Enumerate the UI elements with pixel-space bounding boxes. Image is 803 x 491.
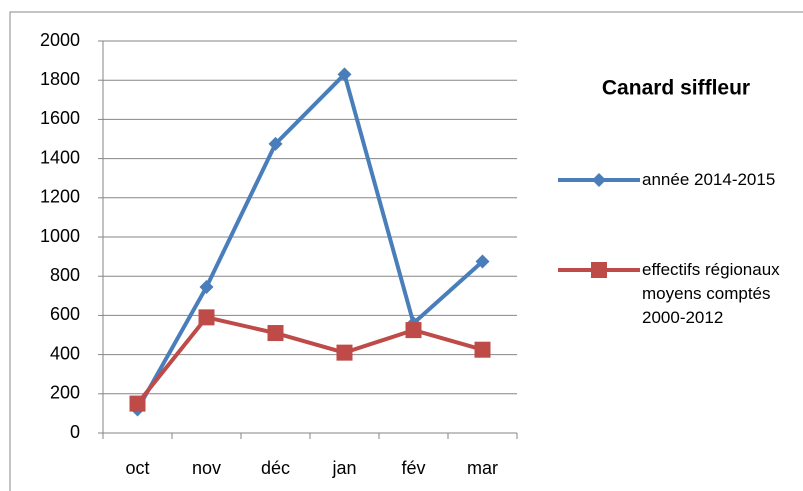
legend-label: effectifs régionaux moyens comptés 2000-… [642, 260, 780, 327]
y-tick-label: 1000 [40, 226, 80, 246]
y-tick-label: 200 [50, 383, 80, 403]
data-point [199, 279, 214, 294]
y-tick-label: 800 [50, 265, 80, 285]
y-tick-label: 2000 [40, 30, 80, 50]
data-point [268, 136, 283, 151]
y-tick-label: 600 [50, 304, 80, 324]
y-tick-label: 400 [50, 343, 80, 363]
y-tick-label: 1600 [40, 108, 80, 128]
x-tick-label: fév [401, 458, 425, 478]
data-point [336, 344, 353, 361]
y-tick-label: 1800 [40, 69, 80, 89]
series-line [135, 72, 484, 411]
data-point [198, 309, 215, 326]
x-tick-label: jan [331, 458, 356, 478]
x-tick-label: oct [125, 458, 149, 478]
chart-border [9, 11, 803, 491]
data-point [474, 341, 491, 358]
y-tick-label: 1200 [40, 187, 80, 207]
series-line [135, 315, 484, 405]
legend-marker [591, 262, 607, 278]
data-point [267, 325, 284, 342]
chart-title: Canard siffleur [602, 77, 750, 100]
data-point [475, 254, 490, 269]
legend-label: année 2014-2015 [642, 170, 776, 189]
x-tick-label: déc [261, 458, 290, 478]
x-tick-label: mar [467, 458, 498, 478]
legend-marker [592, 173, 606, 187]
data-point [405, 322, 422, 339]
y-tick-label: 1400 [40, 147, 80, 167]
data-point [129, 395, 146, 412]
x-tick-label: nov [192, 458, 221, 478]
data-point [337, 67, 352, 82]
y-tick-label: 0 [70, 422, 80, 442]
